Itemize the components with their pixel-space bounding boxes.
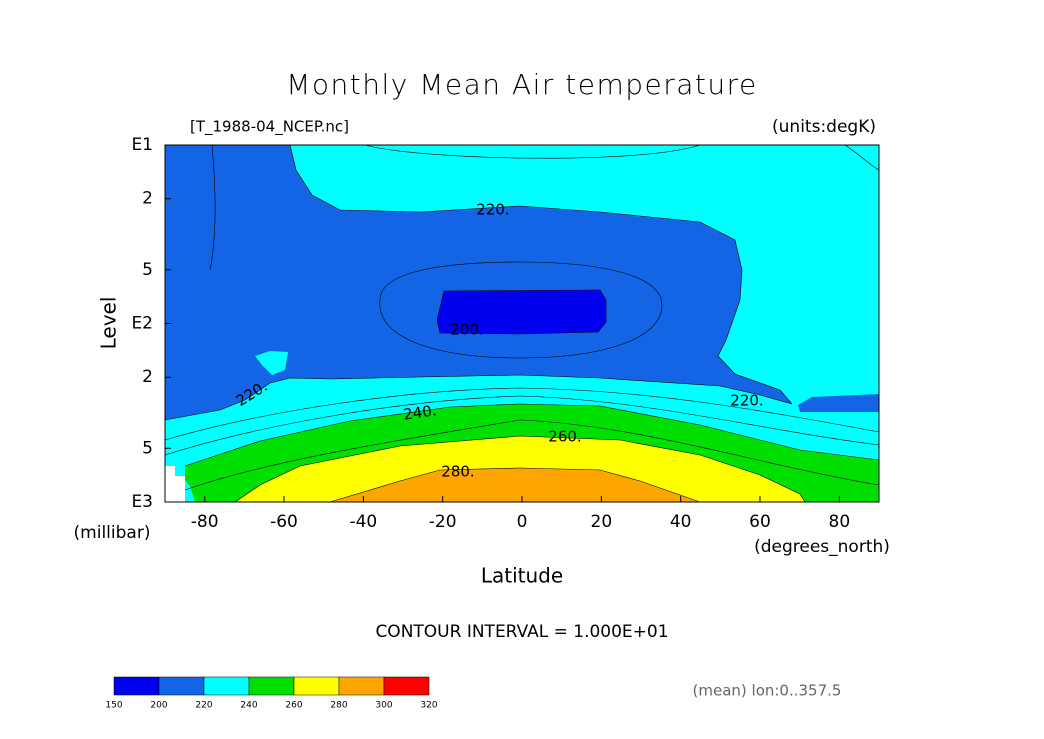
units-label: (units:degK)	[772, 117, 876, 137]
contour-label: 260.	[548, 428, 581, 446]
contour-band	[330, 468, 700, 502]
colorbar-label: 240	[240, 701, 257, 711]
contour-interval: CONTOUR INTERVAL = 1.000E+01	[375, 622, 668, 642]
contour-band	[798, 394, 879, 412]
y-tick-label: 2	[142, 189, 153, 209]
x-tick-label: 60	[749, 512, 771, 532]
missing-data	[165, 466, 185, 502]
x-tick-label: 20	[591, 512, 613, 532]
contour-band	[165, 145, 792, 420]
x-tick-label: -20	[429, 512, 457, 532]
contour-label: 200.	[450, 321, 483, 339]
contour-label: 220.	[476, 201, 509, 219]
contour-label: 280.	[441, 463, 474, 481]
y-tick-label: 5	[142, 438, 153, 458]
colorbar-label: 150	[105, 701, 122, 711]
chart-title: Monthly Mean Air temperature	[286, 68, 758, 101]
contour-label: 220.	[730, 392, 763, 410]
contour-label: 240.	[402, 401, 438, 423]
colorbar-segment	[113, 676, 160, 696]
colorbar-label: 300	[375, 701, 392, 711]
y-axis-units: (millibar)	[74, 523, 151, 543]
colorbar-label: 320	[420, 701, 437, 711]
colorbar-segment	[383, 676, 430, 696]
file-label: [T_1988-04_NCEP.nc]	[190, 118, 349, 137]
plot-area: 220. 200. 220. 240. 260. 280. 220.	[164, 144, 880, 503]
x-axis-units: (degrees_north)	[754, 537, 890, 557]
footnote: (mean) lon:0..357.5	[693, 682, 842, 700]
x-tick-label: -40	[349, 512, 377, 532]
colorbar-segment	[293, 676, 340, 696]
contour-line	[164, 144, 880, 503]
x-axis-label: Latitude	[481, 564, 563, 588]
x-tick-label: 40	[670, 512, 692, 532]
colorbar-label: 260	[285, 701, 302, 711]
y-tick-label: 5	[142, 260, 153, 280]
contour-line	[164, 144, 880, 491]
colorbar-label: 200	[150, 701, 167, 711]
x-tick-label: 80	[829, 512, 851, 532]
x-tick-label: -80	[191, 512, 219, 532]
y-tick-label: E3	[131, 492, 153, 512]
contour-band	[255, 351, 288, 375]
x-tick-label: 0	[517, 512, 528, 532]
x-tick-label: -60	[270, 512, 298, 532]
colorbar-segment	[158, 676, 205, 696]
y-axis-label: Level	[97, 297, 121, 350]
y-tick-label: E1	[131, 135, 153, 155]
colorbar-segment	[248, 676, 295, 696]
colorbar-label: 220	[195, 701, 212, 711]
y-tick-label: 2	[142, 367, 153, 387]
contour-band	[437, 290, 606, 334]
colorbar-segment	[203, 676, 250, 696]
colorbar-label: 280	[330, 701, 347, 711]
colorbar-segment	[338, 676, 385, 696]
y-tick-label: E2	[131, 314, 153, 334]
